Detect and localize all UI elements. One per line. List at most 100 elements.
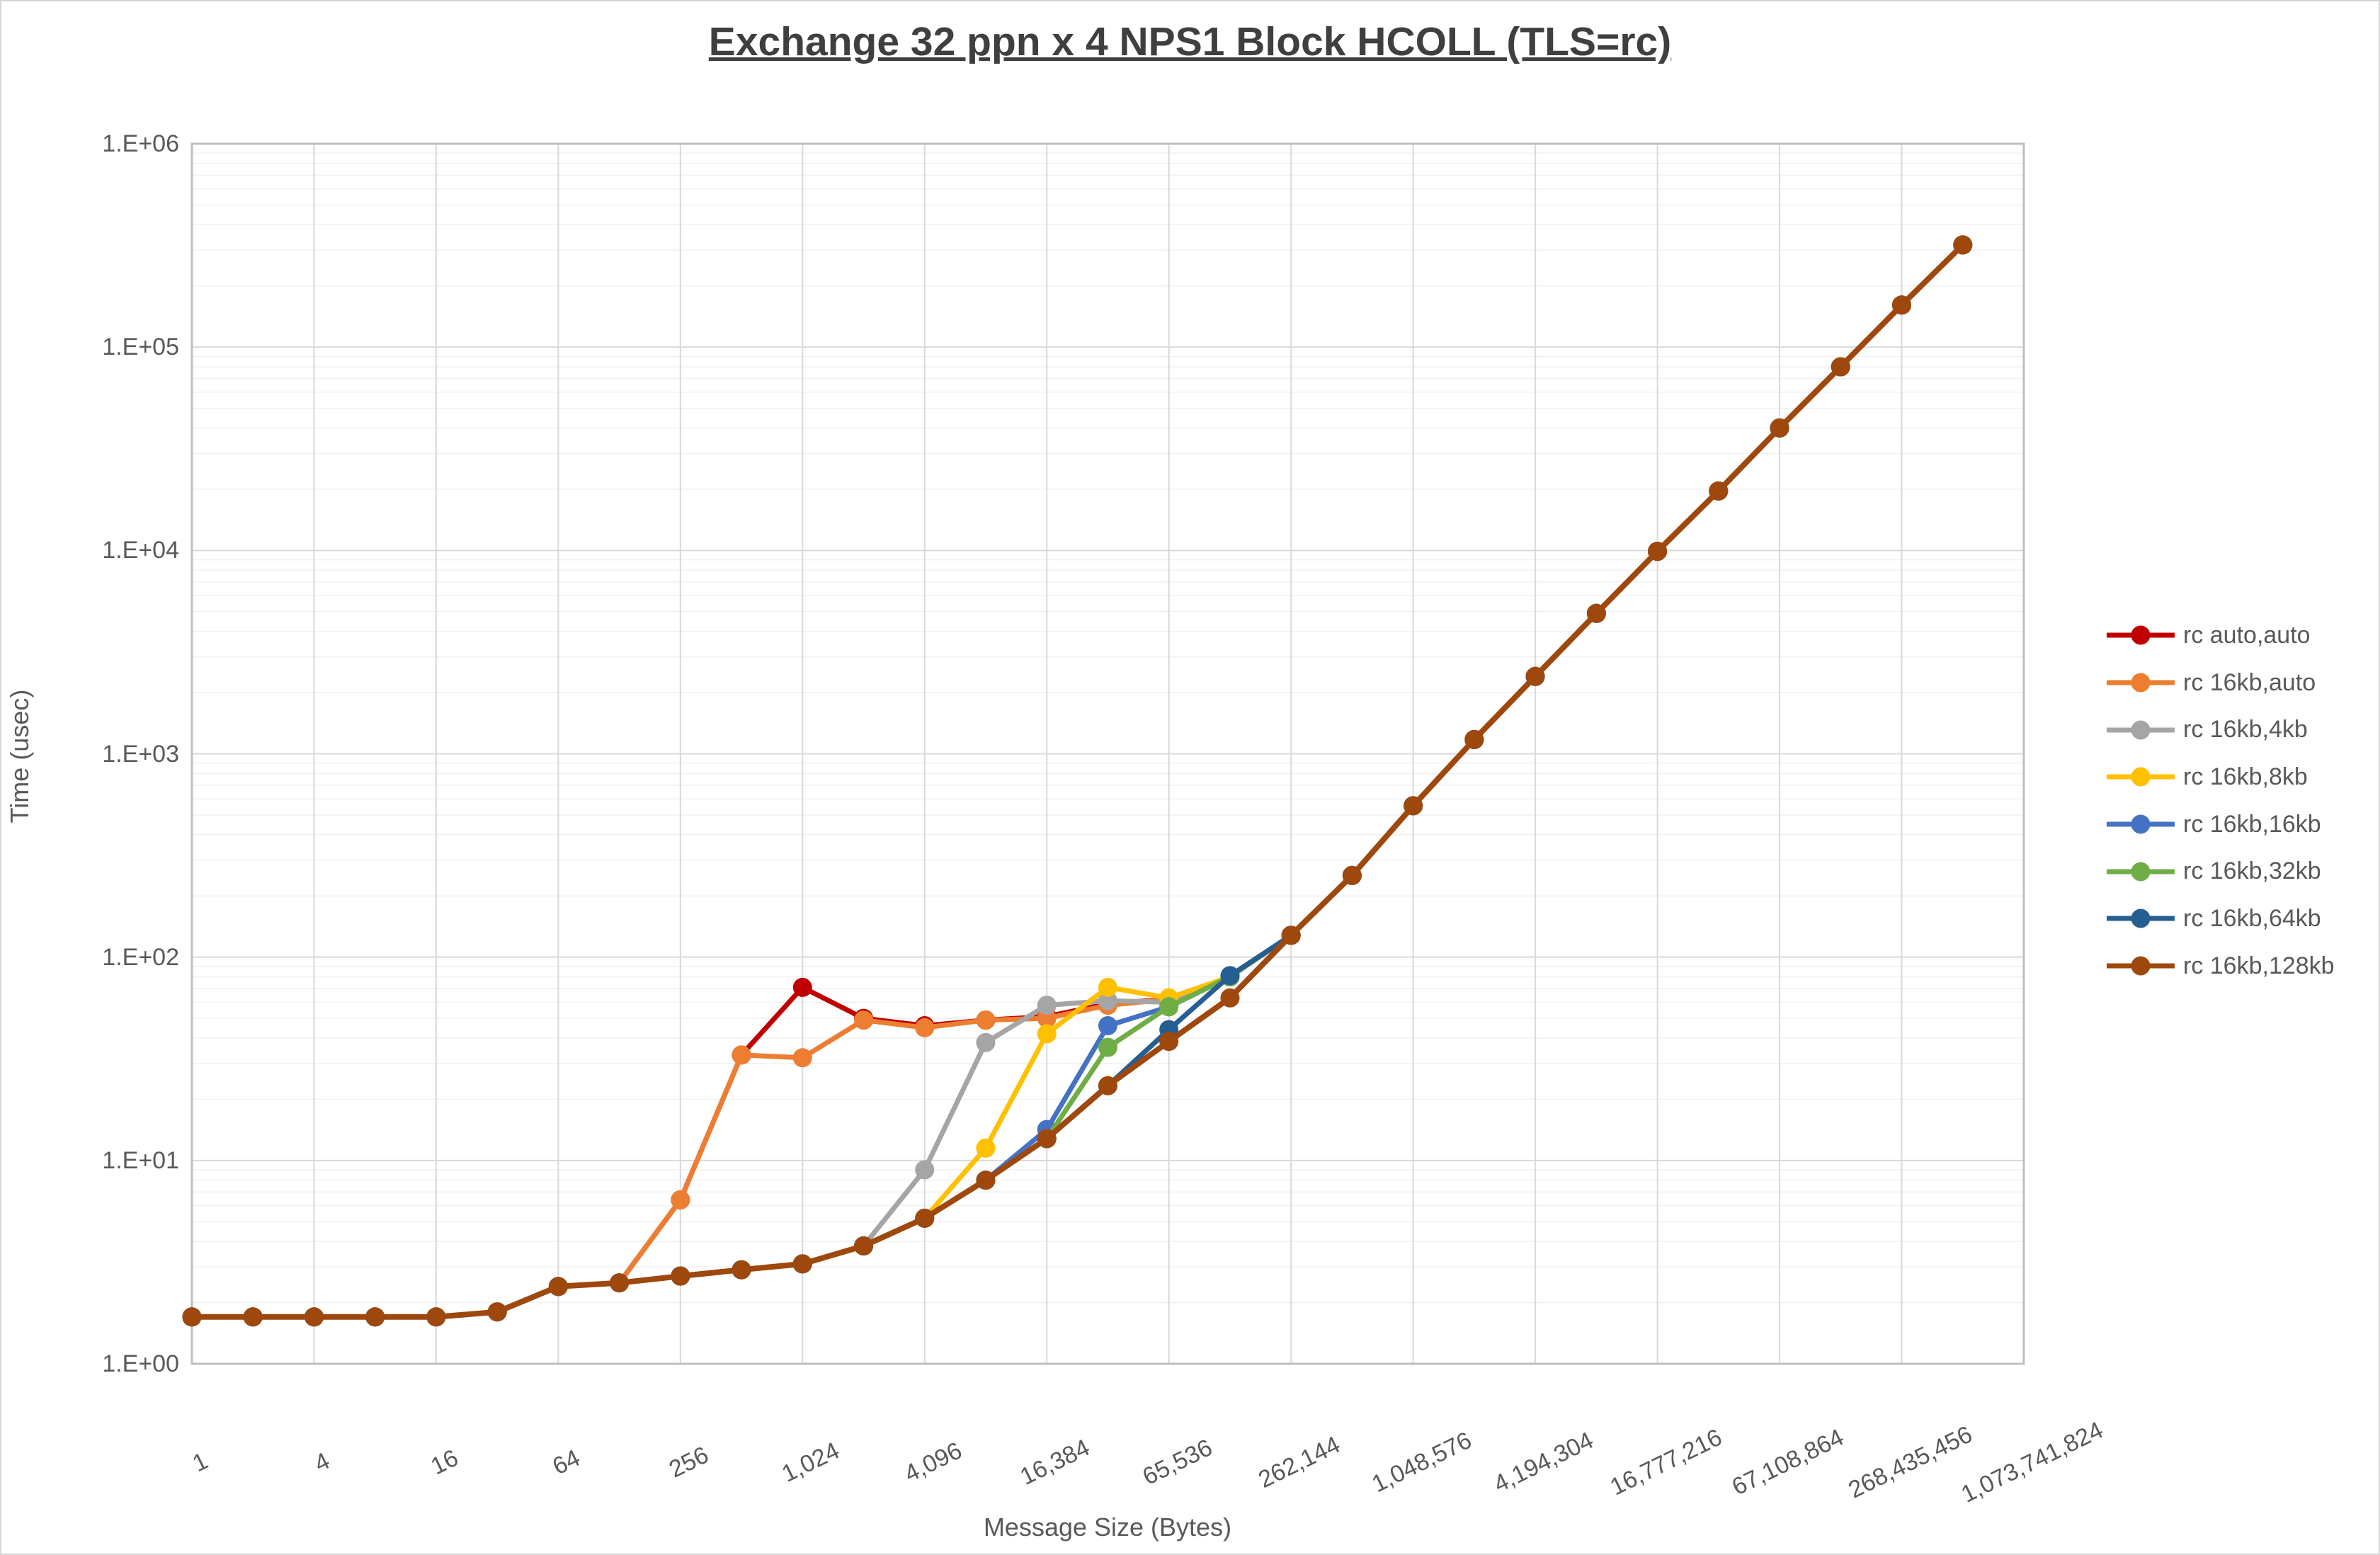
plot-area xyxy=(182,142,2025,1365)
series-line-rc-16kb-128kb xyxy=(189,241,1966,1320)
x-tick-label: 65,536 xyxy=(1138,1434,1217,1491)
y-tick-label: 1.E+05 xyxy=(102,334,179,361)
data-point xyxy=(915,1160,935,1180)
data-point xyxy=(1098,991,1117,1010)
chart-title: Exchange 32 ppn x 4 NPS1 Block HCOLL (TL… xyxy=(708,19,1672,64)
data-point xyxy=(854,1010,874,1030)
data-point xyxy=(1830,357,1850,377)
data-point xyxy=(304,1307,324,1327)
legend-marker-icon xyxy=(2107,673,2175,693)
legend-label: rc 16kb,32kb xyxy=(2183,858,2321,885)
x-tick-label: 1,073,741,824 xyxy=(1957,1416,2107,1508)
x-tick-label: 67,108,864 xyxy=(1728,1423,1848,1501)
data-point xyxy=(1709,481,1729,501)
data-point xyxy=(1098,1016,1117,1035)
legend-item-rc-auto-auto: rc auto,auto xyxy=(2107,612,2335,659)
data-point xyxy=(915,1018,935,1037)
data-point xyxy=(365,1307,385,1327)
legend-item-rc-16kb-64kb: rc 16kb,64kb xyxy=(2107,895,2335,942)
y-tick-label: 1.E+03 xyxy=(102,740,179,768)
legend-label: rc auto,auto xyxy=(2183,621,2311,649)
legend-item-rc-16kb-16kb: rc 16kb,16kb xyxy=(2107,801,2335,848)
data-point xyxy=(792,977,812,997)
legend-item-rc-16kb-32kb: rc 16kb,32kb xyxy=(2107,848,2335,895)
series-line-rc-16kb-64kb xyxy=(189,242,1966,1320)
y-tick-label: 1.E+01 xyxy=(102,1146,179,1174)
data-point xyxy=(1770,418,1789,438)
data-point xyxy=(243,1307,263,1327)
data-point xyxy=(487,1302,507,1322)
x-tick-label: 262,144 xyxy=(1254,1431,1345,1494)
legend-label: rc 16kb,128kb xyxy=(2183,952,2335,979)
x-tick-label: 16,777,216 xyxy=(1605,1423,1726,1501)
legend-marker-icon xyxy=(2107,956,2175,976)
x-tick-label: 16 xyxy=(426,1444,463,1481)
series-line-rc-16kb-32kb xyxy=(189,242,1966,1320)
legend-marker-icon xyxy=(2107,908,2175,928)
data-point xyxy=(1037,1024,1057,1044)
x-axis-title: Message Size (Bytes) xyxy=(983,1513,1232,1542)
data-point xyxy=(976,1170,996,1190)
data-point xyxy=(976,1010,996,1030)
series-line-rc-16kb-8kb xyxy=(189,242,1966,1320)
data-point xyxy=(671,1266,690,1286)
data-point xyxy=(731,1045,751,1065)
data-point xyxy=(1342,865,1362,885)
legend-marker-icon xyxy=(2107,625,2175,645)
data-point xyxy=(915,1208,935,1228)
plot-frame xyxy=(190,142,2025,1365)
data-point xyxy=(1892,295,1911,315)
y-tick-label: 1.E+04 xyxy=(102,537,179,564)
legend-label: rc 16kb,4kb xyxy=(2183,716,2308,744)
legend-label: rc 16kb,8kb xyxy=(2183,763,2308,790)
data-point xyxy=(1220,988,1240,1008)
legend-marker-icon xyxy=(2107,767,2175,787)
data-point xyxy=(1220,966,1240,986)
data-point xyxy=(426,1307,446,1327)
data-point xyxy=(731,1260,751,1280)
data-point xyxy=(1037,1129,1057,1149)
y-axis-title: Time (usec) xyxy=(5,689,34,824)
data-point xyxy=(182,1307,202,1327)
x-tick-label: 4,096 xyxy=(900,1437,967,1488)
legend-marker-icon xyxy=(2107,814,2175,834)
x-tick-label: 16,384 xyxy=(1015,1434,1095,1491)
data-point xyxy=(976,1032,996,1052)
legend-item-rc-16kb-auto: rc 16kb,auto xyxy=(2107,659,2335,707)
series-line-rc-16kb-16kb xyxy=(189,242,1966,1320)
data-point xyxy=(1586,603,1606,623)
data-point xyxy=(1403,796,1423,816)
data-point xyxy=(1159,997,1179,1017)
data-point xyxy=(1281,925,1301,945)
legend-label: rc 16kb,64kb xyxy=(2183,904,2321,932)
series-line-rc-16kb-4kb xyxy=(189,242,1966,1320)
x-tick-label: 256 xyxy=(664,1441,713,1483)
x-tick-label: 1 xyxy=(188,1447,212,1478)
data-point xyxy=(1953,235,1973,255)
data-point xyxy=(1159,1032,1179,1052)
data-point xyxy=(1648,542,1668,562)
x-tick-label: 4,194,304 xyxy=(1489,1426,1598,1498)
data-point xyxy=(548,1277,568,1297)
data-point xyxy=(976,1138,996,1158)
data-point xyxy=(1098,977,1117,997)
legend-item-rc-16kb-8kb: rc 16kb,8kb xyxy=(2107,753,2335,801)
legend-label: rc 16kb,auto xyxy=(2183,668,2316,696)
legend-label: rc 16kb,16kb xyxy=(2183,810,2321,838)
data-point xyxy=(1098,1037,1117,1057)
data-point xyxy=(1098,1076,1117,1095)
data-point xyxy=(610,1273,630,1293)
series-line-rc-16kb-auto xyxy=(189,242,1966,1320)
data-point xyxy=(1525,666,1545,686)
y-tick-label: 1.E+02 xyxy=(102,943,179,971)
data-point xyxy=(854,1236,874,1255)
x-tick-label: 64 xyxy=(548,1444,585,1481)
legend-marker-icon xyxy=(2107,862,2175,882)
x-tick-label: 268,435,456 xyxy=(1844,1420,1976,1504)
legend-item-rc-16kb-4kb: rc 16kb,4kb xyxy=(2107,706,2335,753)
y-tick-label: 1.E+00 xyxy=(102,1350,179,1377)
data-point xyxy=(1037,1008,1057,1028)
x-tick-label: 1,048,576 xyxy=(1367,1426,1476,1498)
series-line-rc-auto-auto xyxy=(189,242,1966,1320)
x-tick-label: 1,024 xyxy=(778,1437,844,1488)
